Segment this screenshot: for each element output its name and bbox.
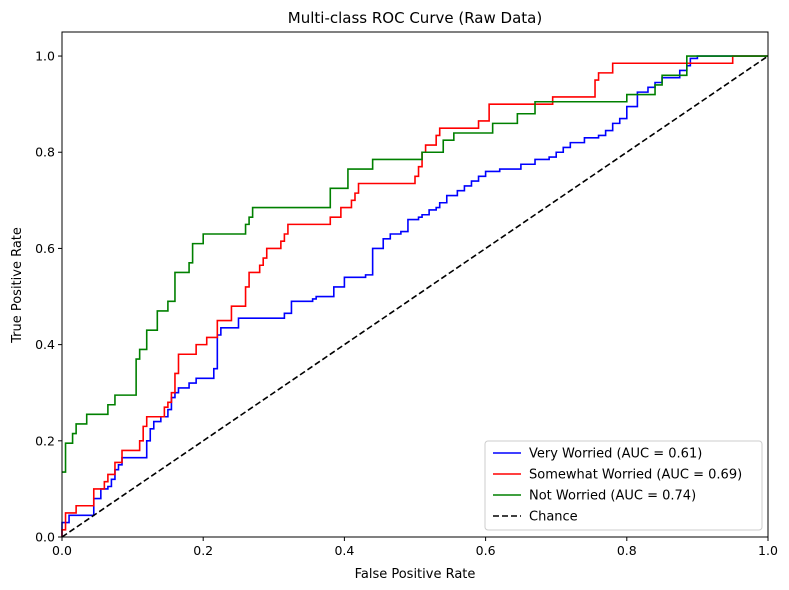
tick-layer: 0.0 0.2 0.4 0.6 0.8 1.0 0.0 0.2 0.4 0.6 0.8 1.0 [35,49,778,558]
legend-box [484,440,763,531]
series-layer [61,55,769,538]
legend-label-0: Very Worried (AUC = 0.61) [529,447,702,462]
y-tick-label-5: 1.0 [35,49,55,64]
x-tick-label-3: 0.6 [476,543,496,558]
legend-label-3: Chance [529,510,578,525]
series-line-0 [61,55,768,537]
series-line-2 [62,55,768,473]
y-tick-label-2: 0.4 [35,337,55,352]
legend-label-2: Not Worried (AUC = 0.74) [529,489,696,504]
chart-title: Multi-class ROC Curve (Raw Data) [288,9,542,27]
legend: Very Worried (AUC = 0.61) Somewhat Worrie… [484,440,763,531]
series-line-3 [61,55,769,538]
y-axis-label: True Positive Rate [10,227,25,344]
x-tick-label-0: 0.0 [52,543,72,558]
x-tick-label-5: 1.0 [758,543,778,558]
y-tick-label-3: 0.6 [35,241,55,256]
x-axis-label: False Positive Rate [355,567,476,582]
x-tick-label-2: 0.4 [334,543,354,558]
x-tick-label-4: 0.8 [617,543,637,558]
y-tick-label-1: 0.2 [35,433,55,448]
y-tick-label-0: 0.0 [35,530,55,545]
series-line-1 [61,55,768,537]
legend-label-1: Somewhat Worried (AUC = 0.69) [529,468,742,483]
plot-frame [61,31,769,538]
y-tick-label-4: 0.8 [35,145,55,160]
x-tick-label-1: 0.2 [193,543,213,558]
